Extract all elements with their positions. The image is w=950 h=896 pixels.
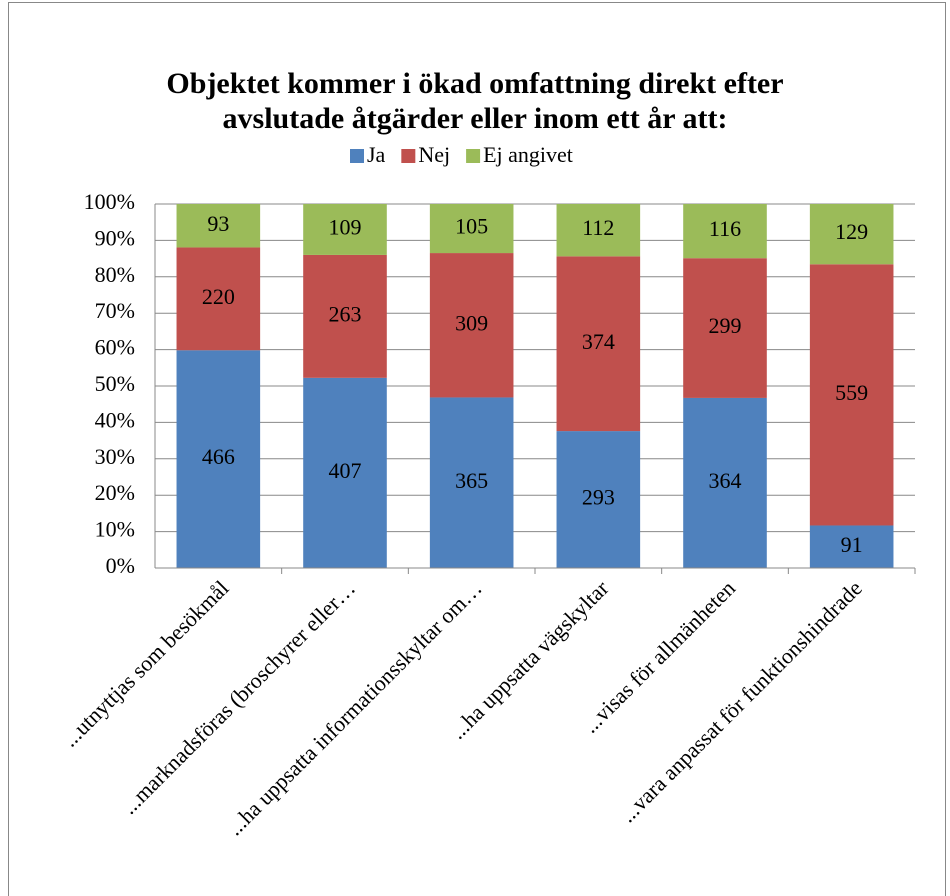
bar-segment	[303, 254, 387, 378]
data-label: 365	[455, 468, 488, 493]
bar-segment	[683, 397, 767, 568]
data-label: 116	[709, 216, 741, 241]
data-label: 129	[835, 219, 868, 244]
data-label: 364	[709, 468, 742, 493]
bar-segment	[303, 204, 387, 255]
bar-segment	[683, 258, 767, 398]
bar-segment	[176, 350, 261, 568]
bar-segment	[683, 204, 767, 259]
y-tick-label: 40%	[95, 407, 135, 432]
legend-swatch	[466, 149, 481, 163]
bar-segment	[303, 377, 387, 568]
legend-label: Ja	[367, 142, 386, 167]
y-tick-label: 70%	[95, 298, 135, 323]
chart-title: Objektet kommer i ökad omfattning direkt…	[166, 67, 783, 100]
bar-segment	[556, 431, 641, 568]
y-tick-label: 30%	[95, 444, 135, 469]
bar-segment	[176, 247, 261, 351]
data-label: 105	[455, 214, 488, 239]
data-label: 91	[841, 532, 863, 557]
legend-swatch	[401, 149, 416, 163]
bar-segment	[429, 204, 514, 254]
data-label: 109	[329, 215, 362, 240]
data-label: 309	[455, 310, 488, 335]
chart-title: avslutade åtgärder eller inom ett år att…	[223, 102, 728, 135]
bar-segment	[176, 204, 261, 248]
data-label: 559	[835, 380, 868, 405]
legend-label: Nej	[418, 142, 450, 167]
y-tick-label: 50%	[95, 371, 135, 396]
legend-swatch	[350, 149, 364, 163]
data-label: 299	[709, 313, 742, 338]
bar-segment	[556, 256, 641, 432]
y-tick-label: 0%	[106, 553, 135, 578]
data-label: 374	[582, 329, 615, 354]
legend-label: Ej angivet	[483, 142, 573, 167]
bar-segment	[809, 264, 894, 526]
bar-segment	[809, 525, 894, 568]
y-tick-label: 80%	[95, 262, 135, 287]
bar-segment	[429, 253, 514, 398]
y-tick-label: 90%	[95, 225, 135, 250]
bar-segment	[556, 204, 641, 257]
data-label: 407	[329, 458, 362, 483]
y-tick-label: 60%	[95, 335, 135, 360]
data-label: 112	[582, 215, 614, 240]
y-tick-label: 100%	[84, 189, 135, 214]
y-tick-label: 10%	[95, 517, 135, 542]
bar-segment	[809, 204, 894, 265]
data-label: 263	[329, 301, 362, 326]
data-label: 220	[202, 284, 235, 309]
data-label: 466	[202, 444, 235, 469]
bar-segment	[429, 397, 514, 568]
data-label: 93	[207, 211, 229, 236]
y-tick-label: 20%	[95, 480, 135, 505]
data-label: 293	[582, 485, 615, 510]
